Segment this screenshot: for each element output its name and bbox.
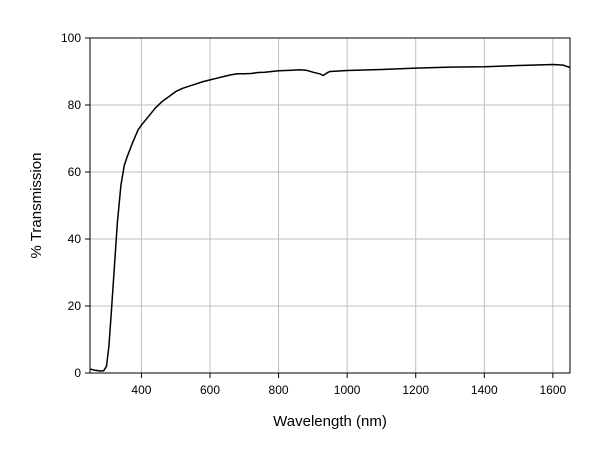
y-tick-label: 60	[68, 165, 82, 179]
x-axis-ticks: 400 600 800 1000 1200 1400 1600	[131, 373, 567, 397]
x-tick-label: 600	[200, 383, 220, 397]
x-axis-title: Wavelength (nm)	[273, 413, 387, 430]
y-axis-ticks: 0 20 40 60 80 100	[61, 31, 90, 380]
transmission-series-line	[89, 63, 571, 372]
y-tick-label: 100	[61, 31, 81, 45]
series-layer	[89, 63, 571, 372]
y-tick-label: 40	[68, 232, 82, 246]
x-tick-label: 400	[131, 383, 151, 397]
grid-lines	[90, 38, 570, 373]
x-tick-label: 800	[269, 383, 289, 397]
y-tick-label: 80	[68, 98, 82, 112]
x-tick-label: 1200	[402, 383, 429, 397]
y-axis-title: % Transmission	[28, 153, 45, 259]
x-tick-label: 1600	[540, 383, 567, 397]
x-tick-label: 1000	[334, 383, 361, 397]
y-tick-label: 0	[74, 366, 81, 380]
plot-frame	[89, 37, 571, 374]
x-tick-label: 1400	[471, 383, 498, 397]
y-tick-label: 20	[68, 299, 82, 313]
